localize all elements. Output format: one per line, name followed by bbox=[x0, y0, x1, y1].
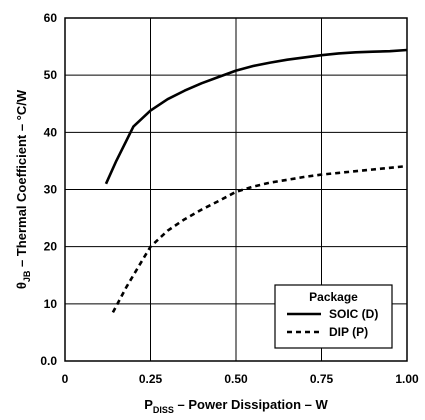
x-axis-label-subscript: DISS bbox=[153, 405, 174, 415]
x-axis-label-main: P bbox=[144, 397, 153, 412]
y-tick-label: 20 bbox=[44, 240, 58, 254]
x-axis-label-rest: – Power Dissipation – W bbox=[174, 397, 329, 412]
y-axis-label: θJB – Thermal Coefficient – °C/W bbox=[14, 89, 32, 289]
x-tick-label: 0.50 bbox=[224, 372, 248, 386]
x-tick-label: 0.75 bbox=[310, 372, 334, 386]
legend-label: SOIC (D) bbox=[329, 307, 378, 321]
x-tick-label: 1.00 bbox=[395, 372, 419, 386]
legend-box bbox=[274, 284, 393, 349]
series-layer bbox=[104, 48, 408, 314]
legend-title: Package bbox=[309, 290, 358, 304]
y-tick-label: 10 bbox=[44, 297, 58, 311]
y-tick-label: 60 bbox=[44, 11, 58, 25]
x-tick-labels: 0 0.25 0.50 0.75 1.00 bbox=[62, 372, 419, 386]
x-tick-label: 0.25 bbox=[139, 372, 163, 386]
plot-frame bbox=[64, 17, 408, 362]
y-tick-label: 40 bbox=[44, 125, 58, 139]
y-tick-label: 0.0 bbox=[40, 354, 57, 368]
y-tick-labels: 0.0 10 20 30 40 50 60 bbox=[40, 11, 57, 368]
y-tick-label: 50 bbox=[44, 68, 58, 82]
legend: Package SOIC (D) DIP (P) bbox=[274, 284, 393, 349]
legend-label: DIP (P) bbox=[329, 325, 368, 339]
series-line-soic-d bbox=[104, 48, 408, 185]
y-axis-label-main: θ bbox=[14, 282, 29, 289]
y-axis-label-rest: – Thermal Coefficient – °C/W bbox=[14, 89, 29, 270]
x-tick-label: 0 bbox=[62, 372, 69, 386]
y-tick-label: 30 bbox=[44, 183, 58, 197]
x-axis-label: PDISS – Power Dissipation – W bbox=[144, 397, 328, 415]
y-axis-label-subscript: JB bbox=[22, 270, 32, 282]
series-line-dip-p bbox=[111, 164, 408, 314]
